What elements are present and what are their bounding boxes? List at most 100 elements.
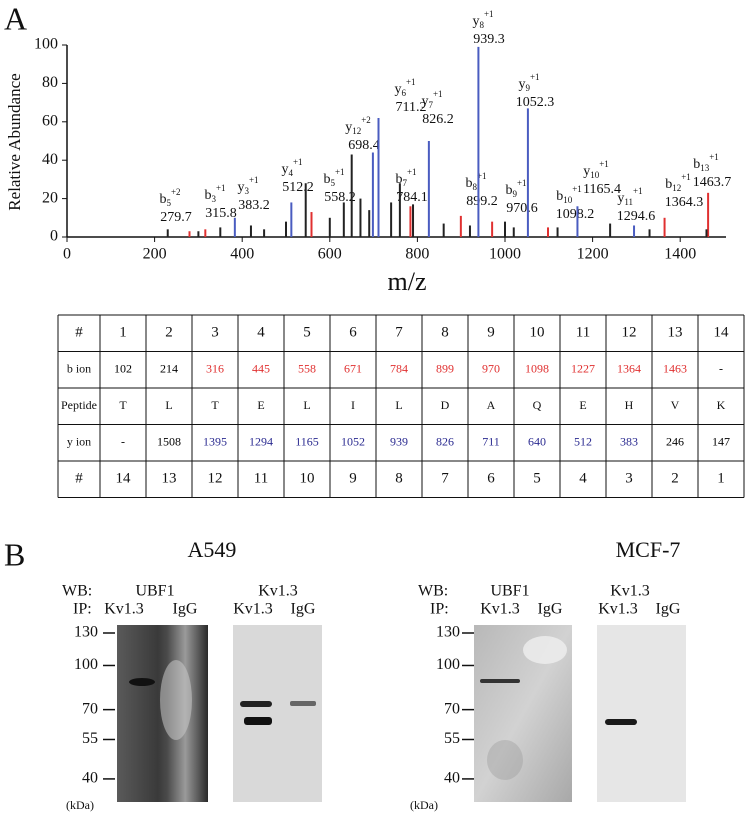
- table-cell: 5: [303, 325, 311, 341]
- marker-label: 55: [82, 730, 98, 747]
- ion-index: 8: [479, 20, 484, 30]
- blot-image: [597, 625, 686, 802]
- blot-band: [129, 678, 155, 686]
- table-cell: 11: [576, 325, 590, 341]
- ion-index: 8: [472, 182, 477, 192]
- ion-label: b7+1: [395, 167, 416, 188]
- table-cell: 11: [254, 471, 268, 487]
- table-cell: 899: [436, 362, 454, 376]
- ion-label: b5+1: [323, 167, 344, 188]
- ion-index: 5: [166, 198, 171, 208]
- ip-antibody: IgG: [291, 601, 316, 618]
- x-axis-label: m/z: [388, 267, 427, 296]
- ion-type: y: [281, 162, 288, 177]
- ion-charge: +1: [633, 186, 643, 196]
- y-tick-label: 20: [42, 189, 58, 206]
- marker-label: 55: [444, 730, 460, 747]
- table-cell: Q: [533, 398, 542, 412]
- peak-mz-label: 970.6: [506, 201, 538, 216]
- ion-index: 12: [672, 183, 681, 193]
- table-cell: -: [121, 435, 125, 449]
- ion-type: b: [465, 176, 472, 191]
- peak-mz-label: 1098.2: [556, 207, 595, 222]
- wb-label: WB:: [62, 583, 92, 600]
- ion-index: 7: [402, 178, 407, 188]
- table-cell: L: [395, 398, 402, 412]
- peak-mz-label: 939.3: [473, 32, 505, 47]
- ion-label: b10+1: [556, 184, 582, 205]
- ion-charge: +1: [216, 183, 226, 193]
- peak-mz-label: 826.2: [422, 112, 454, 127]
- table-cell: 2: [165, 325, 173, 341]
- ip-antibody: Kv1.3: [480, 601, 520, 618]
- ion-charge: +1: [293, 157, 303, 167]
- ion-label: b13+1: [693, 152, 719, 173]
- table-cell: 784: [390, 362, 408, 376]
- ion-index: 12: [352, 126, 361, 136]
- table-cell: 13: [162, 471, 177, 487]
- ion-index: 7: [428, 100, 433, 110]
- table-cell: 1395: [203, 435, 227, 449]
- table-cell: 1463: [663, 362, 687, 376]
- x-tick-label: 0: [63, 246, 71, 263]
- ip-label: IP:: [73, 601, 92, 618]
- blot-image: [233, 625, 322, 802]
- table-cell: 711: [482, 435, 500, 449]
- ip-antibody: IgG: [538, 601, 563, 618]
- marker-label: 70: [444, 700, 460, 717]
- wb-antibody: UBF1: [490, 583, 529, 600]
- ion-charge: +1: [484, 9, 494, 19]
- table-cell: L: [303, 398, 310, 412]
- ion-charge: +1: [572, 184, 582, 194]
- marker-label: 70: [82, 700, 98, 717]
- table-cell: 445: [252, 362, 270, 376]
- ion-label: y9+1: [518, 72, 539, 93]
- ion-label: y7+1: [421, 89, 442, 110]
- peak-mz-label: 1364.3: [665, 195, 704, 210]
- y-tick-label: 100: [34, 36, 58, 53]
- peak-mz-label: 1165.4: [583, 182, 621, 197]
- panel-label: B: [4, 536, 25, 572]
- x-tick-label: 200: [143, 246, 167, 263]
- ion-type: y: [394, 82, 401, 97]
- table-cell: 246: [666, 435, 684, 449]
- ion-charge: +2: [361, 115, 371, 125]
- row-label: y ion: [67, 435, 91, 449]
- table-cell: 12: [208, 471, 223, 487]
- ion-type: b: [665, 177, 672, 192]
- peak-mz-label: 1294.6: [617, 209, 656, 224]
- ion-label: y4+1: [281, 157, 302, 178]
- table-cell: 1098: [525, 362, 549, 376]
- ion-type: b: [159, 192, 166, 207]
- peak-mz-label: 558.2: [324, 190, 356, 205]
- ion-index: 6: [401, 88, 406, 98]
- marker-unit: (kDa): [410, 798, 438, 812]
- wb-antibody: Kv1.3: [258, 583, 298, 600]
- y-tick-label: 40: [42, 151, 58, 168]
- ip-antibody: IgG: [173, 601, 198, 618]
- table-cell: I: [351, 398, 355, 412]
- table-cell: 2: [671, 471, 679, 487]
- y-axis-label: Relative Abundance: [5, 73, 24, 210]
- table-cell: 9: [349, 471, 357, 487]
- table-cell: 7: [441, 471, 449, 487]
- ion-charge: +1: [709, 152, 719, 162]
- table-cell: 3: [211, 325, 219, 341]
- ion-type: b: [204, 188, 211, 203]
- blot-band: [605, 719, 637, 725]
- ion-index: 13: [700, 163, 710, 173]
- ion-type: y: [237, 180, 244, 195]
- marker-label: 100: [436, 656, 460, 673]
- blot-band: [240, 701, 272, 707]
- ion-label: y11+1: [617, 186, 642, 207]
- ion-type: y: [518, 77, 525, 92]
- table-cell: 3: [625, 471, 633, 487]
- ion-index: 9: [512, 189, 517, 199]
- x-tick-label: 1000: [489, 246, 521, 263]
- wb-antibody: Kv1.3: [610, 583, 650, 600]
- blot-band: [290, 701, 316, 706]
- ion-index: 5: [330, 178, 335, 188]
- peak-mz-label: 315.8: [205, 206, 237, 221]
- table-cell: 12: [622, 325, 637, 341]
- ion-charge: +1: [433, 89, 443, 99]
